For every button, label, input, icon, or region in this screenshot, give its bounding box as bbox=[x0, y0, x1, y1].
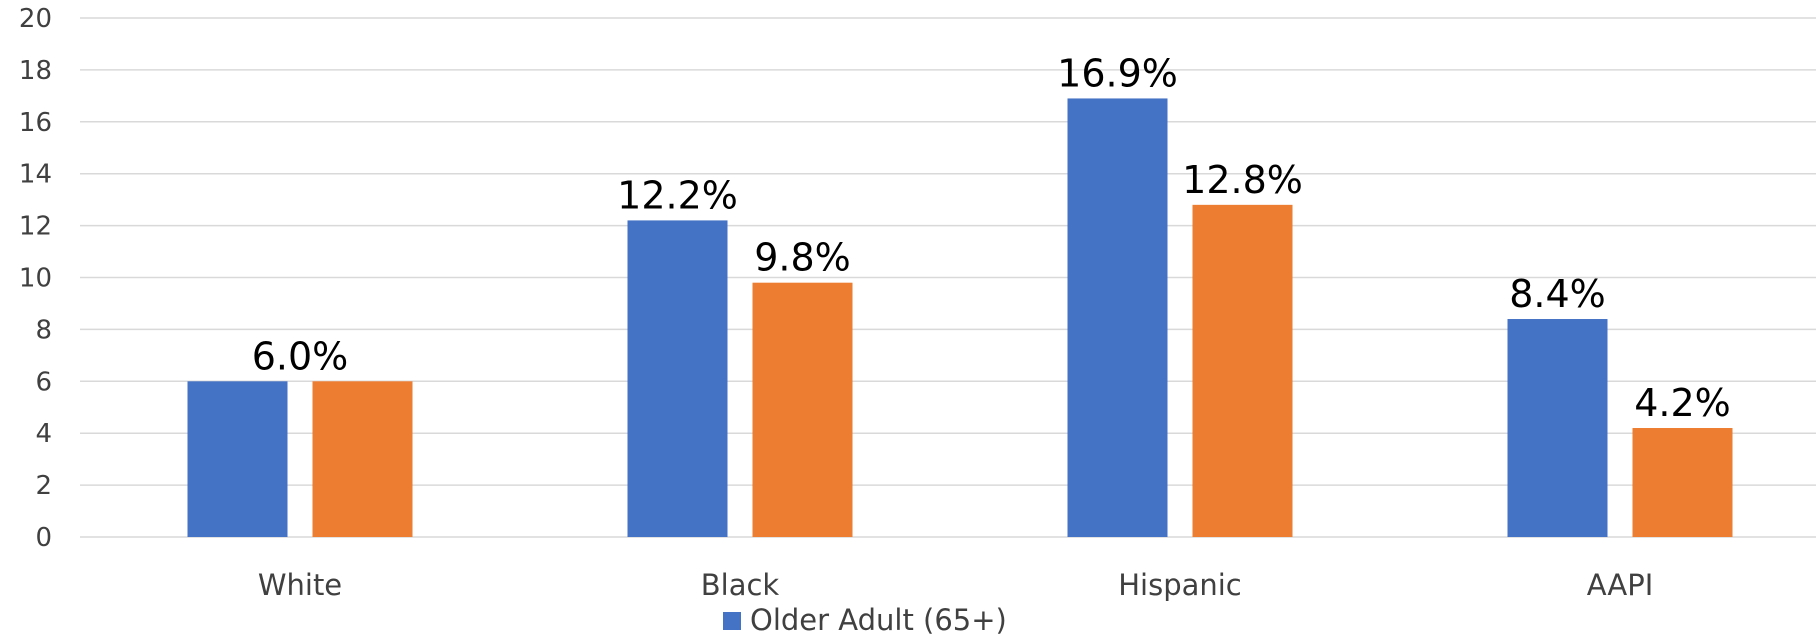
data-label: 9.8% bbox=[754, 236, 851, 280]
y-tick-label: 8 bbox=[35, 315, 52, 345]
y-tick-label: 20 bbox=[19, 4, 52, 34]
y-tick-label: 16 bbox=[19, 108, 52, 138]
bar-white-series-2 bbox=[312, 381, 413, 537]
y-tick-label: 10 bbox=[19, 264, 52, 294]
y-tick-label: 0 bbox=[35, 523, 52, 553]
y-tick-label: 6 bbox=[35, 367, 52, 397]
x-tick-label: AAPI bbox=[1587, 568, 1654, 602]
y-tick-label: 2 bbox=[35, 471, 52, 501]
legend-label: Older Adult (65+) bbox=[750, 603, 1007, 637]
bar-black-series-1 bbox=[627, 220, 728, 537]
x-tick-label: Black bbox=[701, 568, 780, 602]
data-label: 6.0% bbox=[252, 334, 349, 378]
x-tick-label: Hispanic bbox=[1118, 568, 1242, 602]
data-labels: 6.0% 12.2% 9.8% 16.9% 12.8% 8.4% 4.2% bbox=[252, 51, 1731, 425]
x-axis-ticks: White Black Hispanic AAPI bbox=[258, 568, 1653, 602]
y-tick-label: 12 bbox=[19, 212, 52, 242]
y-axis-ticks: 0 2 4 6 8 10 12 14 16 18 20 bbox=[19, 4, 52, 553]
y-tick-label: 18 bbox=[19, 56, 52, 86]
data-label: 12.8% bbox=[1182, 158, 1303, 202]
x-tick-label: White bbox=[258, 568, 342, 602]
data-label: 16.9% bbox=[1057, 51, 1178, 95]
bar-black-series-2 bbox=[752, 282, 853, 537]
bar-aapi-series-2 bbox=[1632, 428, 1733, 537]
data-label: 12.2% bbox=[617, 173, 738, 217]
y-tick-label: 4 bbox=[35, 419, 52, 449]
bar-white-series-1 bbox=[187, 381, 288, 537]
data-label: 8.4% bbox=[1509, 272, 1606, 316]
bar-hispanic-series-2 bbox=[1192, 204, 1293, 537]
bars bbox=[187, 98, 1733, 537]
legend-swatch bbox=[723, 612, 741, 630]
y-tick-label: 14 bbox=[19, 160, 52, 190]
data-label: 4.2% bbox=[1634, 381, 1731, 425]
legend: Older Adult (65+) bbox=[723, 603, 1007, 637]
bar-aapi-series-1 bbox=[1507, 319, 1608, 537]
bar-hispanic-series-1 bbox=[1067, 98, 1168, 537]
